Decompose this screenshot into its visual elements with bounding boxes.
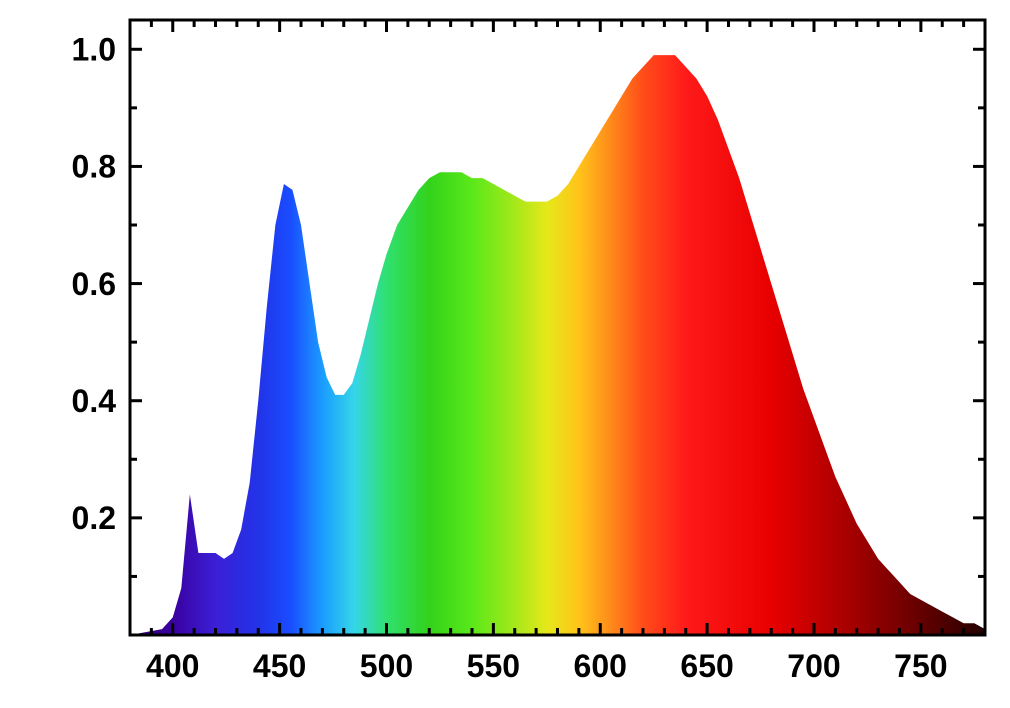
x-axis-label: 750 [894,648,947,684]
x-axis-label: 450 [253,648,306,684]
chart-svg: 400 450 500 550 600 650 700 750 0.2 0.4 0.6 0.8 1.0 [0,0,1010,708]
x-axis-label: 600 [574,648,627,684]
x-axis-label: 400 [146,648,199,684]
spectrum-chart: 400 450 500 550 600 650 700 750 0.2 0.4 0.6 0.8 1.0 [0,0,1010,708]
x-axis-label: 550 [467,648,520,684]
x-axis-label: 500 [360,648,413,684]
x-axis-label: 700 [787,648,840,684]
y-axis-label: 0.6 [72,266,116,302]
y-axis-label: 0.8 [72,149,116,185]
spectrum-area [130,55,985,635]
y-axis-label: 1.0 [72,31,116,67]
y-axis-label: 0.4 [72,383,117,419]
y-axis-label: 0.2 [72,500,116,536]
x-axis-label: 650 [680,648,733,684]
